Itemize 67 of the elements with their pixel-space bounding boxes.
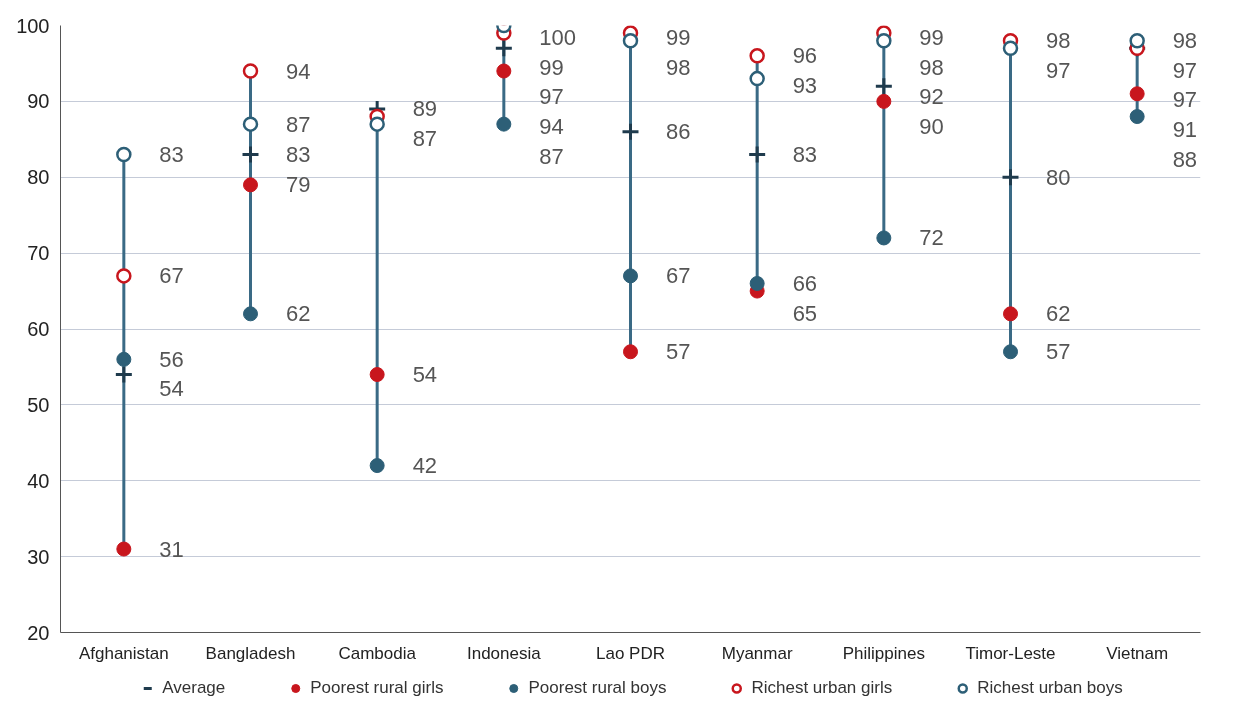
data-label: 90 bbox=[919, 113, 944, 139]
legend-label: Poorest rural girls bbox=[310, 677, 444, 698]
data-label: 31 bbox=[159, 536, 184, 562]
data-label: 67 bbox=[665, 263, 691, 289]
legend-label: Richest urban girls bbox=[751, 677, 893, 698]
data-label: 96 bbox=[792, 43, 818, 69]
legend-label: Poorest rural boys bbox=[528, 677, 667, 698]
data-label: 86 bbox=[665, 119, 691, 145]
x-tick-label: Vietnam bbox=[1106, 643, 1169, 663]
x-tick-label: Lao PDR bbox=[596, 643, 665, 663]
data-label: 99 bbox=[539, 54, 564, 80]
data-label: 83 bbox=[792, 141, 818, 167]
data-label: 83 bbox=[285, 141, 311, 167]
data-label: 97 bbox=[1045, 57, 1071, 83]
data-label: 88 bbox=[1172, 146, 1198, 172]
data-label: 94 bbox=[539, 113, 564, 139]
data-label: 98 bbox=[919, 54, 944, 80]
x-tick-label: Bangladesh bbox=[205, 643, 296, 663]
y-tick-label: 30 bbox=[27, 545, 50, 568]
data-label: 80 bbox=[1045, 164, 1071, 190]
x-tick-label: Philippines bbox=[842, 643, 925, 663]
data-label: 62 bbox=[1045, 301, 1071, 327]
data-label: 67 bbox=[159, 263, 184, 289]
data-label: 98 bbox=[1045, 28, 1071, 54]
data-label: 56 bbox=[159, 346, 184, 372]
y-tick-label: 20 bbox=[27, 621, 50, 644]
data-label: 79 bbox=[285, 172, 311, 198]
data-label: 100 bbox=[539, 25, 577, 51]
data-label: 94 bbox=[285, 58, 311, 84]
data-label: 98 bbox=[665, 54, 691, 80]
legend-label: Richest urban boys bbox=[977, 677, 1123, 698]
y-tick-label: 60 bbox=[27, 318, 50, 340]
y-tick-label: 40 bbox=[27, 469, 50, 492]
data-label: 98 bbox=[1172, 28, 1198, 54]
data-label: 97 bbox=[1172, 87, 1198, 113]
data-label: 65 bbox=[792, 300, 818, 326]
data-label: 99 bbox=[665, 25, 691, 51]
data-label: 66 bbox=[792, 270, 818, 296]
data-label: 87 bbox=[412, 126, 438, 152]
data-label: 97 bbox=[1172, 57, 1198, 83]
data-label: 54 bbox=[159, 376, 184, 402]
x-tick-label: Timor-Leste bbox=[965, 643, 1056, 663]
data-label: 97 bbox=[539, 84, 564, 110]
data-label: 92 bbox=[919, 84, 944, 110]
data-label: 54 bbox=[412, 362, 438, 388]
x-tick-label: Myanmar bbox=[721, 643, 793, 663]
data-label: 87 bbox=[539, 143, 564, 169]
y-tick-label: 90 bbox=[27, 90, 50, 113]
data-label: 83 bbox=[159, 141, 184, 167]
legend-label: Average bbox=[162, 677, 226, 698]
x-tick-label: Cambodia bbox=[338, 643, 417, 663]
y-tick-label: 50 bbox=[27, 393, 50, 416]
data-label: 72 bbox=[919, 225, 944, 251]
data-label: 99 bbox=[919, 25, 944, 51]
data-label: 62 bbox=[285, 301, 311, 327]
data-label: 89 bbox=[412, 96, 438, 122]
x-tick-label: Afghanistan bbox=[78, 643, 169, 663]
data-label: 57 bbox=[665, 339, 691, 365]
x-tick-label: Indonesia bbox=[466, 643, 542, 663]
data-label: 57 bbox=[1045, 339, 1071, 365]
data-label: 93 bbox=[792, 72, 818, 98]
y-tick-label: 100 bbox=[16, 14, 50, 37]
y-tick-label: 70 bbox=[27, 242, 50, 265]
data-label: 91 bbox=[1172, 116, 1198, 142]
data-label: 87 bbox=[285, 111, 311, 137]
y-tick-label: 80 bbox=[27, 166, 50, 189]
data-label: 42 bbox=[412, 453, 438, 479]
